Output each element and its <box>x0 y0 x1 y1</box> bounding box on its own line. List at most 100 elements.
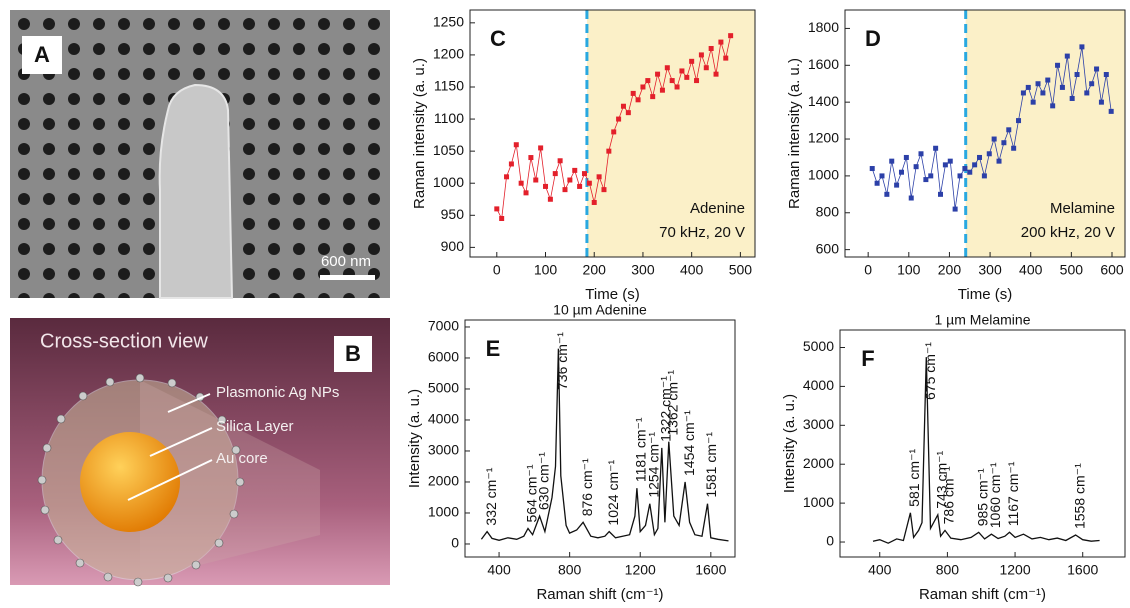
peak-label: 581 cm⁻¹ <box>906 449 922 507</box>
x-tick-label: 500 <box>1060 262 1084 278</box>
series-line <box>871 46 1112 210</box>
marker <box>981 173 987 179</box>
marker <box>650 94 656 100</box>
wire-body <box>140 380 320 580</box>
peak-label: 1060 cm⁻¹ <box>987 462 1003 528</box>
marker <box>1084 90 1090 96</box>
x-tick-label: 1200 <box>999 562 1030 578</box>
y-tick-label: 6000 <box>428 349 459 365</box>
marker <box>562 187 568 193</box>
marker <box>996 158 1002 164</box>
y-tick-label: 1100 <box>434 110 464 126</box>
ag-nps <box>37 373 245 587</box>
peak-label: 1322 cm⁻¹ <box>657 376 673 442</box>
x-tick-label: 400 <box>680 262 704 278</box>
callout: Plasmonic Ag NPs <box>216 384 339 401</box>
panel-label: B <box>345 341 361 366</box>
y-tick-label: 900 <box>441 238 465 254</box>
marker <box>1089 81 1095 87</box>
scale-bar-label: 600 nm <box>321 253 371 270</box>
marker <box>1064 53 1070 59</box>
marker <box>1006 127 1012 133</box>
marker <box>664 65 670 71</box>
x-tick-label: 0 <box>493 262 501 278</box>
marker <box>723 55 729 61</box>
callout: Au core <box>216 450 268 467</box>
peak-label: 786 cm⁻¹ <box>941 466 957 524</box>
marker <box>986 151 992 157</box>
panel-b: Cross-section view B Plasmonic Ag NPs Si… <box>10 318 390 587</box>
marker <box>708 45 714 51</box>
marker <box>1001 140 1007 146</box>
marker <box>557 158 563 164</box>
marker <box>504 174 510 180</box>
shaded-region <box>965 10 1125 257</box>
marker <box>543 183 549 189</box>
y-tick-label: 3000 <box>803 416 834 432</box>
marker <box>991 136 997 142</box>
marker <box>1016 118 1022 124</box>
annotation: 200 kHz, 20 V <box>1021 224 1115 241</box>
marker <box>942 162 948 168</box>
marker <box>1055 62 1061 68</box>
marker <box>655 71 661 77</box>
marker <box>547 196 553 202</box>
marker <box>713 71 719 77</box>
peak-label: 1181 cm⁻¹ <box>633 417 649 482</box>
marker <box>616 116 622 122</box>
series-line <box>872 357 1100 544</box>
marker <box>1011 145 1017 151</box>
marker <box>552 171 558 177</box>
x-tick-label: 400 <box>487 562 511 578</box>
x-tick-label: 1600 <box>695 562 726 578</box>
axes-frame <box>464 319 736 558</box>
y-tick-label: 950 <box>441 206 465 222</box>
chart-title: 1 µm Melamine <box>935 312 1031 328</box>
x-axis-label: Time (s) <box>585 286 639 303</box>
panel-label-box <box>334 336 372 372</box>
marker <box>645 78 651 84</box>
marker <box>572 167 578 173</box>
x-tick-label: 1600 <box>1067 562 1098 578</box>
marker <box>1045 77 1051 83</box>
marker <box>977 154 983 160</box>
y-tick-label: 1050 <box>433 142 464 158</box>
marker <box>879 173 885 179</box>
marker <box>703 65 709 71</box>
axes-frame <box>839 329 1126 558</box>
x-axis-label: Time (s) <box>958 286 1012 303</box>
marker <box>1059 84 1065 90</box>
marker <box>1098 99 1104 105</box>
chart-panel: 400 800 1200 1600 0 1000 2000 3000 4000 5000 6000 7… <box>406 302 736 603</box>
marker <box>1040 90 1046 96</box>
y-tick-label: 1200 <box>433 46 464 62</box>
x-tick-label: 300 <box>631 262 655 278</box>
marker <box>1020 90 1026 96</box>
y-tick-label: 0 <box>451 535 459 551</box>
y-tick-label: 600 <box>816 240 840 256</box>
y-axis-label: Intensity (a. u.) <box>406 389 423 488</box>
marker <box>611 129 617 135</box>
marker <box>1074 72 1080 78</box>
peak-label: 985 cm⁻¹ <box>974 468 990 526</box>
marker <box>894 182 900 188</box>
marker <box>967 169 973 175</box>
callout: Silica Layer <box>216 418 294 435</box>
x-tick-label: 800 <box>936 562 960 578</box>
peak-label: 1558 cm⁻¹ <box>1071 463 1087 529</box>
y-tick-label: 0 <box>826 533 834 549</box>
marker <box>689 58 695 64</box>
marker <box>1108 108 1114 114</box>
marker <box>957 173 963 179</box>
marker <box>972 162 978 168</box>
chart-panel: 400 800 1200 1600 0 1000 2000 3000 4000 5000 Raman… <box>781 312 1126 603</box>
x-tick-label: 600 <box>1100 262 1124 278</box>
y-tick-label: 1200 <box>808 130 839 146</box>
marker <box>874 180 880 186</box>
marker <box>923 177 929 183</box>
peak-label: 736 cm⁻¹ <box>554 332 570 390</box>
marker <box>728 33 734 39</box>
marker <box>606 148 612 154</box>
